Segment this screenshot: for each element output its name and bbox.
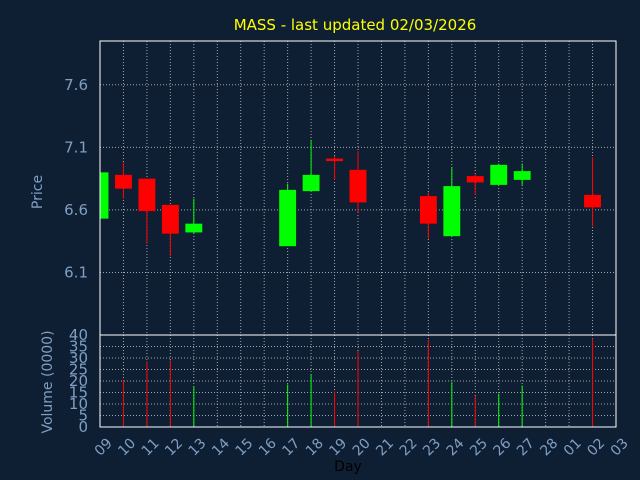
x-tick-labels: 09 10 11 12 13 14 15 16 17 18 19 20 21 22 23 24 25 26 27 28… bbox=[92, 435, 632, 459]
volume-bars bbox=[122, 338, 594, 427]
volume-tick-label: 0 bbox=[78, 418, 88, 436]
candle-body bbox=[349, 169, 367, 203]
candle-body bbox=[302, 174, 320, 192]
volume-tick-label: 40 bbox=[69, 326, 88, 344]
chart-title: MASS - last updated 02/03/2026 bbox=[234, 16, 477, 34]
volume-tick-label: 10 bbox=[69, 395, 88, 413]
price-tick-label: 7.6 bbox=[64, 76, 88, 94]
panel-frames bbox=[99, 40, 617, 428]
candle-body bbox=[584, 194, 601, 208]
candle-body bbox=[466, 176, 484, 183]
price-candles bbox=[99, 139, 601, 257]
candle-body bbox=[443, 186, 461, 237]
candle-body bbox=[100, 172, 109, 219]
candle-body bbox=[138, 178, 156, 212]
candle-body bbox=[185, 223, 203, 233]
price-tick-labels: 7.6 7.1 6.6 6.1 bbox=[64, 76, 88, 282]
volume-panel-frame bbox=[99, 334, 617, 428]
volume-tick-label: 20 bbox=[69, 372, 88, 390]
price-tick-label: 6.6 bbox=[64, 201, 88, 219]
candle-body bbox=[419, 196, 437, 224]
candle-body bbox=[490, 164, 508, 185]
candle-body bbox=[513, 171, 531, 180]
volume-tick-label: 5 bbox=[78, 407, 88, 425]
price-tick-label: 7.1 bbox=[64, 138, 88, 156]
candle-body bbox=[115, 174, 132, 189]
candle-body bbox=[279, 189, 297, 247]
volume-axis-label: Volume (0000) bbox=[40, 330, 56, 433]
volume-tick-label: 30 bbox=[69, 349, 88, 367]
candle-body bbox=[161, 204, 179, 234]
x-axis-label: Day bbox=[334, 459, 362, 475]
price-tick-label: 6.1 bbox=[64, 263, 88, 281]
volume-tick-label: 15 bbox=[69, 384, 88, 402]
candle-body bbox=[326, 158, 343, 162]
volume-tick-label: 25 bbox=[69, 361, 88, 379]
price-axis-label: Price bbox=[30, 175, 46, 209]
volume-tick-label: 35 bbox=[69, 338, 88, 356]
